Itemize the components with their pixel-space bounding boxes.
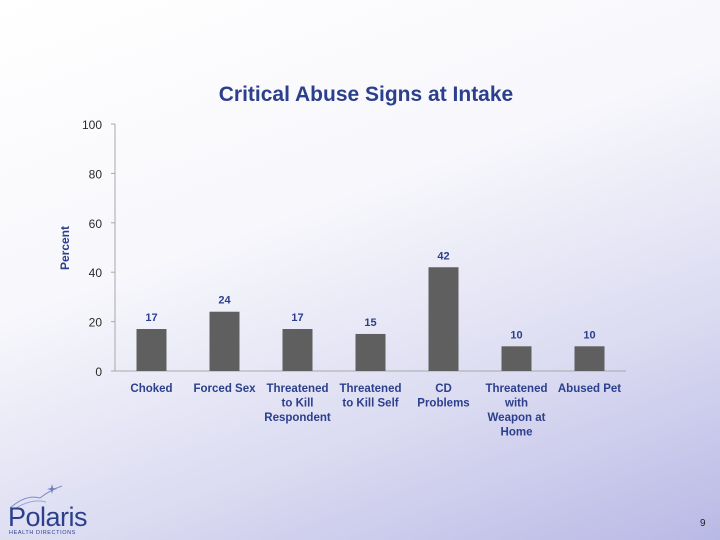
x-tick-label: CD Problems xyxy=(417,383,469,410)
y-tick-label: 20 xyxy=(89,316,103,330)
bar xyxy=(428,267,459,371)
data-label: 17 xyxy=(145,312,157,324)
value-labels: 17 24 17 15 42 10 10 xyxy=(145,250,595,341)
data-label: 15 xyxy=(364,317,376,329)
x-tick-label: Choked xyxy=(130,383,172,395)
x-tick-label: Threatened to Kill Respondent xyxy=(264,383,331,424)
bars xyxy=(136,267,605,371)
bar xyxy=(282,329,313,371)
y-ticks: 0 20 40 60 80 100 xyxy=(82,118,115,379)
chart-title: Critical Abuse Signs at Intake xyxy=(219,83,513,106)
x-tick-label: Threatened to Kill Self xyxy=(340,383,402,410)
bar xyxy=(501,346,532,371)
bar xyxy=(355,333,386,371)
y-tick-label: 60 xyxy=(89,217,103,231)
y-tick-label: 0 xyxy=(95,365,102,379)
polaris-logo: Polaris HEALTH DIRECTIONS xyxy=(6,482,98,538)
bar xyxy=(209,311,240,371)
x-tick-label: Forced Sex xyxy=(194,383,257,395)
data-label: 42 xyxy=(437,250,449,262)
data-label: 10 xyxy=(583,329,595,341)
x-tick-label: Threatened with Weapon at Home xyxy=(486,383,548,439)
bar xyxy=(136,329,167,371)
logo-tagline: HEALTH DIRECTIONS xyxy=(9,530,76,536)
star-burst-icon xyxy=(9,484,63,509)
data-label: 10 xyxy=(510,329,522,341)
bar xyxy=(574,346,605,371)
x-tick-label: Abused Pet xyxy=(558,383,621,395)
page-number: 9 xyxy=(700,518,706,529)
logo-wordmark: Polaris xyxy=(8,502,88,532)
x-labels: Choked Forced Sex Threatened to Kill Respond… xyxy=(130,383,621,439)
y-axis-label: Percent xyxy=(58,226,72,270)
y-tick-label: 40 xyxy=(89,266,103,280)
y-tick-label: 80 xyxy=(89,167,103,181)
y-tick-label: 100 xyxy=(82,118,102,132)
data-label: 17 xyxy=(291,312,303,324)
data-label: 24 xyxy=(218,295,231,307)
